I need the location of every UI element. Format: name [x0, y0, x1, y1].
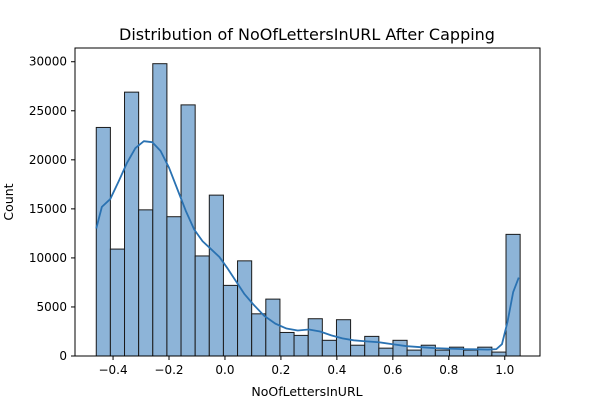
histogram-bar: [279, 331, 295, 357]
plot-area: [95, 63, 521, 357]
histogram-bar: [194, 255, 210, 357]
x-tick-label: 1.0: [495, 363, 514, 377]
histogram-bar: [237, 260, 253, 357]
histogram-bar: [392, 339, 408, 357]
y-axis: 0 5000 10000 15000 20000 25000 30000: [29, 55, 75, 363]
histogram-bar: [152, 63, 168, 357]
x-tick-label: 0.2: [271, 363, 290, 377]
histogram-bar: [138, 209, 154, 357]
x-tick-label: 0.8: [439, 363, 458, 377]
histogram-bar: [463, 349, 479, 357]
x-tick-label: −0.2: [154, 363, 183, 377]
x-tick-label: 0.0: [215, 363, 234, 377]
histogram-bar: [124, 91, 140, 357]
histogram-bar: [166, 216, 182, 357]
histogram-bar: [95, 126, 111, 357]
histogram-bar: [364, 335, 380, 357]
histogram-bar: [251, 313, 267, 357]
histogram-bar: [378, 347, 394, 357]
y-tick-label: 0: [59, 349, 67, 363]
histogram-bar: [406, 349, 422, 357]
histogram-bar: [477, 346, 493, 357]
histogram-bar: [180, 104, 196, 357]
histogram-bar: [434, 349, 450, 357]
y-axis-label: Count: [1, 183, 16, 220]
kde-line: [95, 140, 520, 351]
histogram-bar: [350, 344, 366, 357]
chart-title: Distribution of NoOfLettersInURL After C…: [119, 25, 495, 44]
histogram-bar: [293, 334, 309, 357]
y-tick-label: 5000: [36, 300, 67, 314]
y-tick-label: 20000: [29, 153, 67, 167]
x-tick-label: 0.6: [383, 363, 402, 377]
histogram-bar: [208, 194, 224, 357]
histogram-bar: [307, 318, 323, 357]
x-tick-label: −0.4: [98, 363, 127, 377]
y-tick-label: 15000: [29, 202, 67, 216]
histogram-bar: [222, 284, 239, 357]
x-axis: −0.4 −0.2 0.0 0.2 0.4 0.6 0.8 1.0: [98, 356, 514, 377]
histogram-bar: [265, 298, 281, 357]
histogram-bar: [491, 351, 507, 357]
y-tick-label: 25000: [29, 104, 67, 118]
x-tick-label: 0.4: [327, 363, 346, 377]
y-tick-label: 10000: [29, 251, 67, 265]
y-tick-label: 30000: [29, 55, 67, 69]
histogram-bar: [109, 248, 126, 357]
x-axis-label: NoOfLettersInURL: [251, 384, 362, 399]
histogram-bar: [321, 339, 337, 357]
plot-frame: [74, 47, 541, 357]
